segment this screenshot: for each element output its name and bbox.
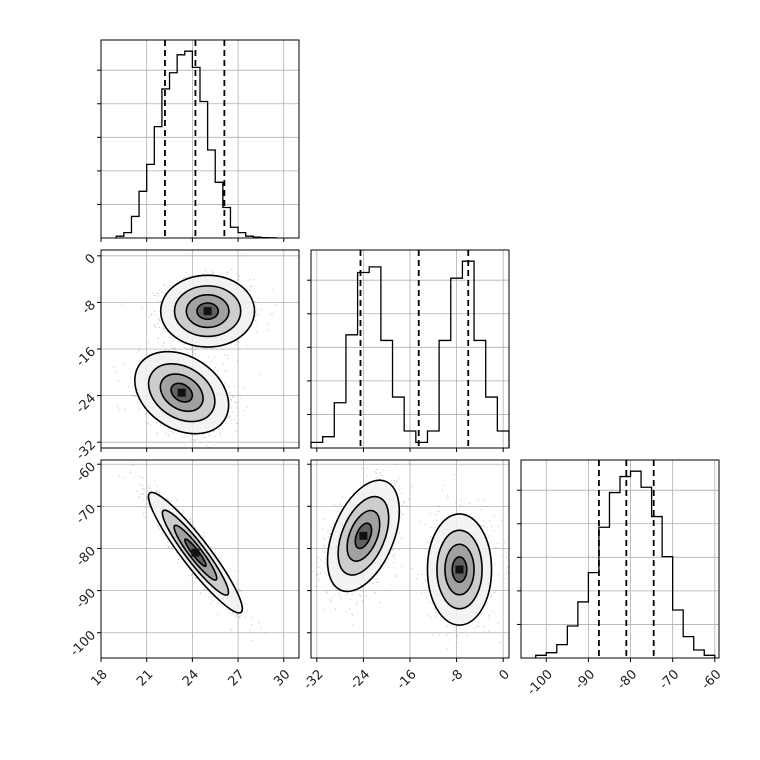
x-tick-label: -70 bbox=[657, 667, 683, 693]
histogram-step-2 bbox=[535, 470, 716, 658]
y-tick-label: -8 bbox=[79, 298, 99, 318]
histogram-step-1 bbox=[310, 260, 510, 448]
density-peak bbox=[359, 531, 368, 540]
density-peak bbox=[203, 307, 212, 316]
x-tick-label: 27 bbox=[225, 667, 247, 689]
histogram-panel-2 bbox=[517, 459, 720, 662]
x-tick-label: -32 bbox=[301, 667, 327, 693]
x-tick-label: -80 bbox=[615, 667, 641, 693]
histogram-step-0 bbox=[115, 50, 277, 239]
x-tick-label: 18 bbox=[88, 667, 110, 689]
panel-frame bbox=[310, 459, 510, 659]
scatter-panel-0-1 bbox=[97, 249, 300, 452]
histogram-panel-1 bbox=[307, 249, 510, 452]
x-tick-label: -24 bbox=[348, 667, 374, 693]
panel-frame bbox=[100, 39, 300, 239]
y-tick-label: -70 bbox=[73, 502, 99, 528]
scatter-panel-1-2 bbox=[307, 459, 510, 662]
x-tick-label: -90 bbox=[573, 667, 599, 693]
panel-frame bbox=[310, 249, 510, 449]
y-tick-label: -80 bbox=[73, 544, 99, 570]
x-tick-label: -60 bbox=[699, 667, 725, 693]
y-tick-label: -100 bbox=[68, 628, 99, 659]
y-tick-label: -60 bbox=[73, 460, 99, 486]
panel-frame bbox=[100, 249, 300, 449]
panel-frame bbox=[520, 459, 720, 659]
panel-frame bbox=[100, 459, 300, 659]
density-peak bbox=[177, 388, 186, 397]
x-tick-label: 21 bbox=[134, 667, 156, 689]
x-tick-label: 0 bbox=[496, 667, 512, 683]
y-tick-label: -16 bbox=[73, 344, 99, 370]
scatter-points bbox=[118, 460, 267, 642]
x-tick-label: -100 bbox=[525, 667, 556, 698]
x-tick-label: -8 bbox=[447, 667, 467, 687]
y-tick-label: -24 bbox=[73, 391, 99, 417]
scatter-points bbox=[311, 463, 509, 649]
scatter-panel-0-2 bbox=[97, 459, 300, 662]
x-tick-label: 24 bbox=[180, 667, 202, 689]
histogram-panel-0 bbox=[97, 39, 300, 242]
y-tick-label: 0 bbox=[83, 251, 99, 267]
density-peak bbox=[191, 548, 200, 557]
density-peak bbox=[455, 565, 464, 574]
y-tick-label: -90 bbox=[73, 586, 99, 612]
scatter-points bbox=[113, 255, 278, 448]
x-tick-label: 30 bbox=[271, 667, 293, 689]
x-tick-label: -16 bbox=[394, 667, 420, 693]
y-tick-label: -32 bbox=[73, 438, 99, 464]
